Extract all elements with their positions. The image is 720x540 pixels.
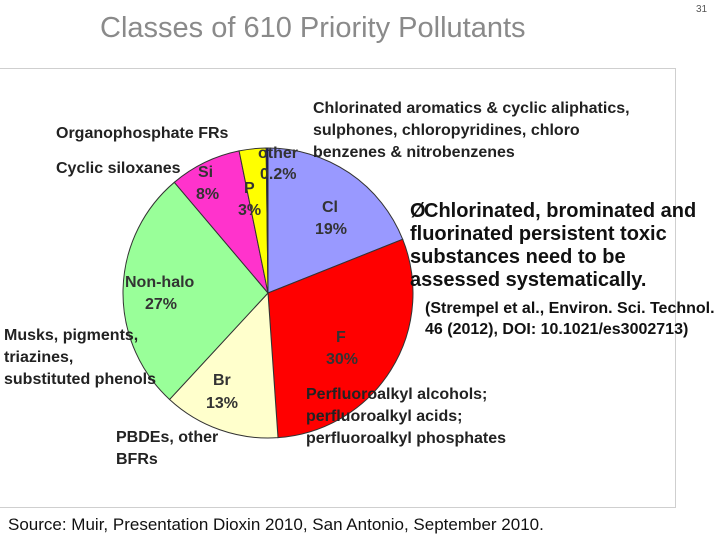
annotation-f-line-1: Perfluoroalkyl alcohols; xyxy=(306,386,487,403)
slice-pct-other: 0.2% xyxy=(260,166,296,183)
slice-pct-si: 8% xyxy=(196,186,219,203)
slice-pct-p: 3% xyxy=(238,202,261,219)
chart-frame xyxy=(0,68,676,508)
annotation-br-line-2: BFRs xyxy=(116,451,158,468)
annotation-p: Organophosphate FRs xyxy=(56,125,229,142)
slice-pct-br: 13% xyxy=(206,395,238,412)
bullet-box: ØChlorinated, brominated and fluorinated… xyxy=(410,200,715,340)
slice-label-cl: Cl xyxy=(322,199,338,216)
pie-slice-non-halo xyxy=(122,181,269,401)
bullet-point: ØChlorinated, brominated and fluorinated… xyxy=(410,200,715,292)
annotation-f-line-2: perfluoroalkyl acids; xyxy=(306,408,463,425)
pie-slice-f xyxy=(267,238,414,439)
slice-label-nonhalo: Non-halo xyxy=(125,274,195,291)
pie-slice-other xyxy=(265,147,269,294)
source-text: Source: Muir, Presentation Dioxin 2010, … xyxy=(8,515,544,534)
slice-pct-nonhalo: 27% xyxy=(145,296,177,313)
annotation-f-line-3: perfluoroalkyl phosphates xyxy=(306,430,506,447)
annotation-cl-line-2: sulphones, chloropyridines, chloro xyxy=(313,122,580,139)
slice-label-f: F xyxy=(336,329,346,346)
slice-label-p: P xyxy=(244,180,255,197)
annotation-br-line-1: PBDEs, other xyxy=(116,429,218,446)
annotation-cl-line-3: benzenes & nitrobenzenes xyxy=(313,144,515,161)
annotation-nonhalo-line-2: triazines, xyxy=(4,349,73,366)
slice-pct-f: 30% xyxy=(326,351,358,368)
annotation-cl-line-1: Chlorinated aromatics & cyclic aliphatic… xyxy=(313,100,630,117)
slice-label-si: Si xyxy=(198,164,213,181)
pie-slices xyxy=(122,147,414,439)
annotation-nonhalo-line-3: substituted phenols xyxy=(4,371,156,388)
pie-slice-br xyxy=(168,291,279,439)
pie-slice-cl xyxy=(267,147,404,294)
reference-text: (Strempel et al., Environ. Sci. Technol.… xyxy=(425,300,715,338)
slice-label-other: other xyxy=(258,145,298,162)
bullet-text: Chlorinated, brominated and fluorinated … xyxy=(410,200,697,291)
slice-label-br: Br xyxy=(213,372,231,389)
annotation-si: Cyclic siloxanes xyxy=(56,160,181,177)
annotation-nonhalo-line-1: Musks, pigments, xyxy=(4,327,138,344)
bullet-arrow-icon: Ø xyxy=(410,200,426,222)
slice-pct-cl: 19% xyxy=(315,221,347,238)
page-number: 31 xyxy=(696,4,708,15)
slide-title: Classes of 610 Priority Pollutants xyxy=(100,12,526,44)
